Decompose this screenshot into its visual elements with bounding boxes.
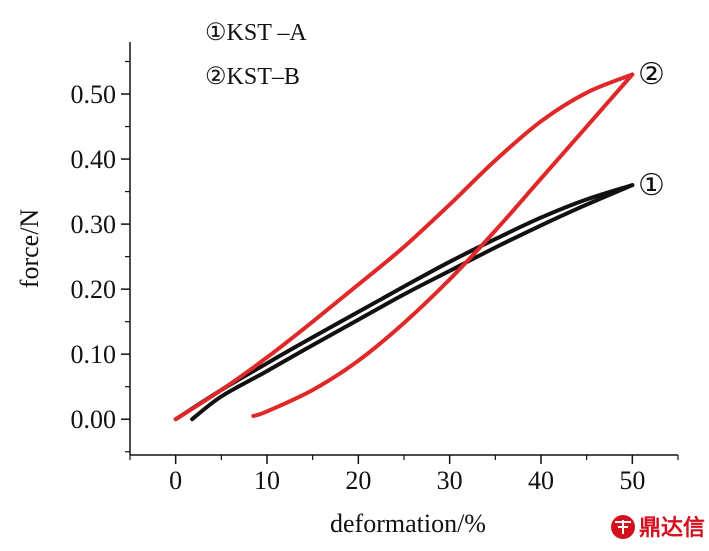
curves <box>173 72 635 422</box>
x-tick-label: 20 <box>345 466 371 495</box>
legend: ①KST –A ②KST–B <box>205 20 307 90</box>
ticks: 0 10 20 30 40 50 0.00 0.10 0.20 0.30 0.40 0.50 <box>71 60 679 495</box>
series-2-unloading-line <box>251 72 635 418</box>
x-tick-label: 40 <box>528 466 554 495</box>
x-tick-label: 30 <box>437 466 463 495</box>
y-tick-label: 0.40 <box>71 145 117 174</box>
legend-entry-1: ①KST –A <box>205 20 307 46</box>
watermark-text: 鼎达信 <box>639 515 705 541</box>
x-tick-label: 10 <box>254 466 280 495</box>
x-tick-label: 50 <box>619 466 645 495</box>
y-tick-label: 0.10 <box>71 340 117 369</box>
x-axis-label: deformation/% <box>330 509 486 538</box>
series-1-unloading-line <box>190 183 635 422</box>
x-tick-label: 0 <box>169 466 182 495</box>
y-axis-label: force/N <box>15 209 44 289</box>
watermark-logo-icon <box>611 515 635 539</box>
curve-label-2: ② <box>638 57 665 92</box>
y-tick-label: 0.20 <box>71 275 117 304</box>
curve-labels: ① ② <box>638 57 665 203</box>
y-tick-label: 0.00 <box>71 405 117 434</box>
y-tick-label: 0.30 <box>71 210 117 239</box>
curve-label-1: ① <box>638 168 665 203</box>
series-2-loading-line <box>173 72 635 422</box>
y-tick-label: 0.50 <box>71 80 117 109</box>
legend-entry-2: ②KST–B <box>205 64 300 90</box>
watermark: 鼎达信 <box>611 515 705 541</box>
series-1-loading-line <box>173 183 635 422</box>
